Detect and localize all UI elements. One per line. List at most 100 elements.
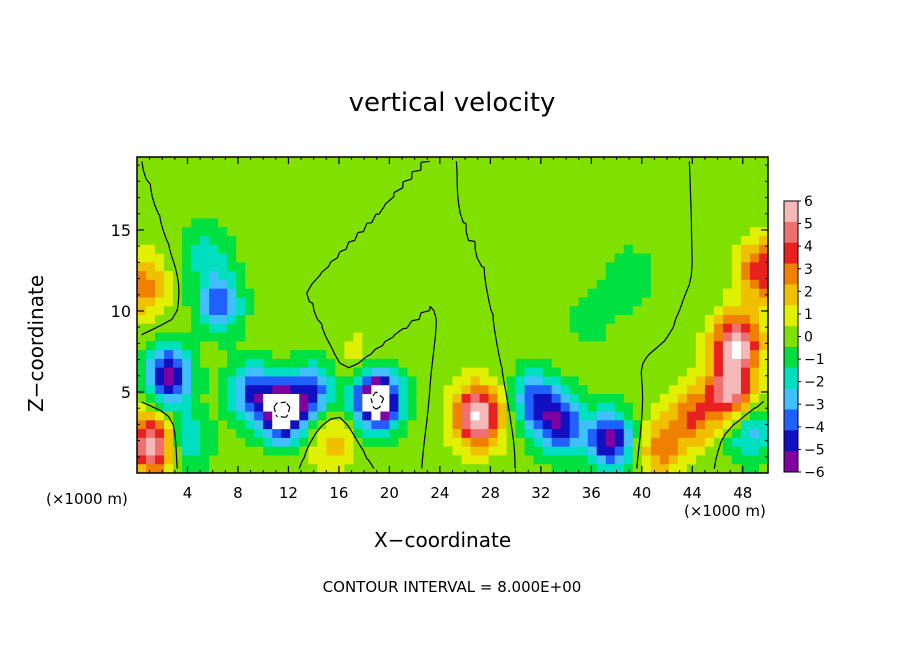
heat-cell	[641, 200, 652, 211]
heat-cell	[632, 244, 643, 255]
chart-title: vertical velocity	[348, 88, 556, 118]
heat-cell	[668, 376, 679, 386]
heat-cell	[488, 464, 499, 473]
heat-cell	[506, 315, 517, 325]
heat-cell	[551, 429, 562, 439]
heat-cell	[227, 192, 237, 202]
heat-cell	[236, 200, 246, 211]
heat-cell	[569, 420, 580, 430]
heat-cell	[758, 402, 768, 413]
heat-cell	[236, 446, 246, 457]
heat-cell	[713, 262, 724, 272]
heat-cell	[317, 358, 327, 369]
heat-cell	[758, 455, 768, 465]
heat-cell	[722, 183, 733, 193]
heat-cell	[623, 183, 634, 193]
heat-cell	[380, 394, 390, 404]
heat-cell	[362, 341, 372, 351]
heat-cell	[137, 437, 147, 448]
heat-cell	[416, 350, 427, 360]
heat-cell	[551, 315, 562, 325]
heat-cell	[452, 455, 463, 465]
heat-cell	[758, 174, 768, 184]
heat-cell	[245, 358, 255, 369]
heat-cell	[191, 244, 201, 255]
heat-cell	[416, 209, 427, 220]
heat-cell	[677, 437, 688, 448]
heat-cell	[515, 297, 526, 307]
heat-cell	[713, 157, 724, 167]
heat-cell	[272, 297, 282, 307]
heat-cell	[533, 297, 544, 307]
heat-cell	[164, 376, 174, 386]
heat-cell	[263, 411, 273, 421]
heat-cell	[407, 332, 418, 342]
heat-cell	[344, 271, 354, 281]
heat-cell	[668, 350, 679, 360]
heat-cell	[155, 367, 165, 378]
heat-cell	[452, 236, 463, 246]
heat-cell	[326, 367, 336, 378]
heat-cell	[245, 288, 255, 299]
heat-cell	[344, 332, 354, 342]
heat-cell	[731, 350, 742, 360]
heat-cell	[326, 420, 336, 430]
heat-cell	[632, 174, 643, 184]
heat-cell	[425, 209, 436, 220]
heat-cell	[470, 288, 481, 299]
heat-cell	[281, 341, 291, 351]
heat-cell	[362, 315, 372, 325]
heat-cell	[533, 323, 544, 334]
heat-cell	[191, 385, 201, 395]
heat-cell	[704, 165, 715, 176]
heat-cell	[407, 271, 418, 281]
heat-cell	[353, 253, 363, 263]
heat-cell	[605, 323, 616, 334]
heat-cell	[137, 446, 147, 457]
heat-cell	[605, 253, 616, 263]
heat-cell	[551, 350, 562, 360]
heat-cell	[461, 332, 472, 342]
heat-cell	[209, 446, 219, 457]
heat-cell	[713, 236, 724, 246]
heat-cell	[362, 402, 372, 413]
heat-cell	[623, 174, 634, 184]
heat-cell	[731, 394, 742, 404]
heat-cell	[182, 429, 192, 439]
heat-cell	[443, 262, 454, 272]
heat-cell	[191, 306, 201, 316]
heat-cell	[713, 315, 724, 325]
heat-cell	[758, 157, 768, 167]
heat-cell	[542, 236, 553, 246]
heat-cell	[686, 411, 697, 421]
heat-cell	[524, 358, 535, 369]
heat-cell	[623, 157, 634, 167]
heat-cell	[731, 165, 742, 176]
heat-cell	[245, 315, 255, 325]
heat-cell	[146, 165, 156, 176]
heat-cell	[344, 244, 354, 255]
heat-cell	[182, 244, 192, 255]
heat-cell	[470, 200, 481, 211]
heat-cell	[371, 332, 381, 342]
heat-cell	[551, 446, 562, 457]
heat-cell	[695, 288, 706, 299]
heat-cell	[326, 218, 336, 228]
heat-cell	[659, 350, 670, 360]
heat-cell	[704, 236, 715, 246]
y-tick-label: 10	[111, 302, 131, 321]
heat-cell	[281, 174, 291, 184]
heat-cell	[677, 341, 688, 351]
heat-cell	[686, 446, 697, 457]
heat-cell	[578, 411, 589, 421]
heat-cell	[416, 192, 427, 202]
heat-cell	[236, 350, 246, 360]
heat-cell	[704, 420, 715, 430]
heat-cell	[434, 332, 445, 342]
heat-cell	[470, 350, 481, 360]
heat-cell	[542, 367, 553, 378]
heat-cell	[686, 174, 697, 184]
heat-cell	[434, 455, 445, 465]
heat-cell	[326, 385, 336, 395]
heat-cell	[209, 315, 219, 325]
